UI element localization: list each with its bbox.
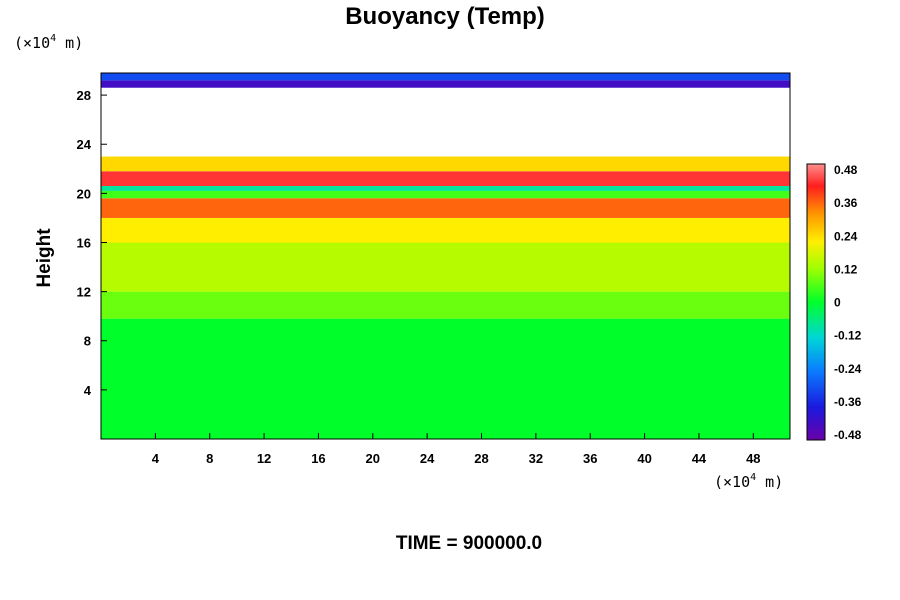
time-label: TIME = 900000.0 bbox=[396, 533, 542, 554]
heatmap-layer-4 bbox=[101, 198, 790, 218]
x-tick-label: 4 bbox=[152, 451, 160, 466]
y-unit-label: (×104 m) bbox=[14, 33, 83, 52]
colorbar-tick-label: 0.36 bbox=[834, 196, 858, 210]
plot-frame bbox=[100, 72, 791, 440]
heatmap-layer-2 bbox=[101, 242, 790, 292]
y-tick-label: 16 bbox=[77, 235, 91, 250]
colorbar-tick-label: 0.24 bbox=[834, 229, 858, 243]
colorbar-tick-label: 0.48 bbox=[834, 163, 858, 177]
x-unit-label: (×104 m) bbox=[714, 472, 783, 491]
heatmap-layer-10 bbox=[101, 73, 790, 81]
x-tick-label: 44 bbox=[692, 451, 707, 466]
y-tick-label: 24 bbox=[77, 137, 92, 152]
y-tick-label: 8 bbox=[84, 334, 91, 349]
heatmap-layer-8 bbox=[101, 156, 790, 172]
chart-title: Buoyancy (Temp) bbox=[345, 3, 545, 30]
heatmap-layer-9 bbox=[101, 80, 790, 88]
x-axis: 4 8 12 16 20 24 28 32 36 40 44 48 bbox=[152, 433, 761, 466]
x-tick-label: 36 bbox=[583, 451, 597, 466]
colorbar-tick-label: -0.36 bbox=[834, 395, 862, 409]
x-tick-label: 12 bbox=[257, 451, 271, 466]
x-tick-label: 16 bbox=[311, 451, 325, 466]
x-tick-label: 8 bbox=[206, 451, 213, 466]
heatmap-layer-5 bbox=[101, 190, 790, 199]
colorbar-tick-label: -0.48 bbox=[834, 428, 862, 442]
y-tick-label: 4 bbox=[84, 383, 92, 398]
heatmap-layer-3 bbox=[101, 217, 790, 243]
y-tick-label: 20 bbox=[77, 186, 91, 201]
colorbar-tick-label: -0.12 bbox=[834, 329, 862, 343]
y-tick-label: 12 bbox=[77, 285, 91, 300]
y-tick-label: 28 bbox=[77, 88, 91, 103]
colorbar-tick-label: 0 bbox=[834, 296, 841, 310]
colorbar-tick-label: -0.24 bbox=[834, 362, 862, 376]
y-axis: 4 8 12 16 20 24 28 bbox=[77, 88, 107, 398]
x-tick-label: 32 bbox=[529, 451, 543, 466]
x-tick-label: 40 bbox=[637, 451, 651, 466]
heatmap-layer-0 bbox=[101, 318, 790, 439]
y-axis-label: Height bbox=[34, 228, 55, 288]
x-tick-label: 28 bbox=[474, 451, 488, 466]
colorbar-ticks: 0.48 0.36 0.24 0.12 0 -0.12 -0.24 -0.36 -0.48 bbox=[834, 163, 862, 442]
x-tick-label: 24 bbox=[420, 451, 435, 466]
heatmap-layer-7 bbox=[101, 171, 790, 186]
colorbar-tick-label: 0.12 bbox=[834, 262, 858, 276]
colorbar bbox=[806, 163, 826, 441]
x-tick-label: 48 bbox=[746, 451, 760, 466]
heatmap-layer-1 bbox=[101, 291, 790, 319]
heatmap-plot-area bbox=[101, 73, 790, 439]
heatmap-layer-6 bbox=[101, 185, 790, 191]
x-tick-label: 20 bbox=[366, 451, 380, 466]
